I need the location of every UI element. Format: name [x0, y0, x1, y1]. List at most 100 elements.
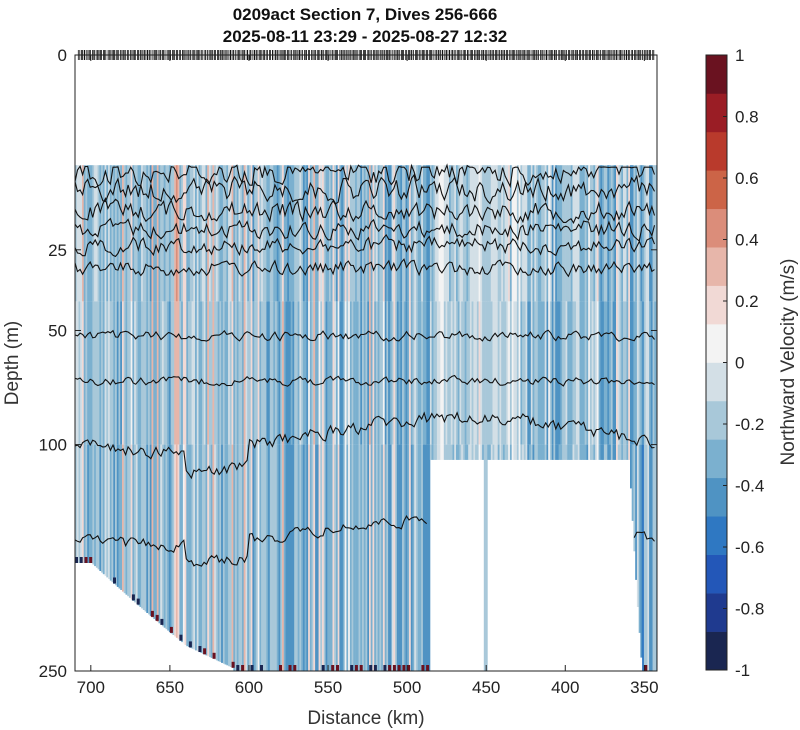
velocity-cell	[379, 444, 382, 671]
velocity-cell	[205, 165, 208, 302]
velocity-cell	[255, 165, 258, 302]
velocity-cell	[596, 444, 599, 460]
colorbar-tick-label: 0.2	[735, 292, 759, 311]
velocity-cell	[652, 301, 655, 445]
velocity-cell	[304, 301, 307, 445]
velocity-cell	[325, 165, 328, 302]
velocity-cell	[288, 665, 292, 671]
velocity-cell	[165, 165, 168, 302]
velocity-cell	[595, 165, 598, 302]
velocity-cell	[603, 301, 606, 445]
velocity-cell	[436, 301, 439, 445]
velocity-cell	[360, 165, 363, 302]
velocity-cell	[90, 444, 93, 563]
velocity-cell	[330, 301, 333, 445]
velocity-cell	[323, 165, 326, 302]
velocity-cell	[534, 165, 537, 302]
velocity-cell	[170, 444, 173, 634]
velocity-cell	[322, 301, 325, 445]
velocity-cell	[295, 301, 298, 445]
velocity-cell	[518, 301, 521, 445]
velocity-cell	[565, 165, 568, 302]
velocity-cell	[334, 444, 337, 671]
velocity-cell	[640, 444, 643, 658]
velocity-cell	[402, 444, 405, 671]
velocity-cell	[583, 301, 586, 445]
velocity-cell	[506, 165, 509, 302]
velocity-cell	[231, 301, 234, 445]
velocity-cell	[539, 301, 542, 445]
velocity-cell	[89, 557, 93, 563]
velocity-cell	[499, 165, 502, 302]
velocity-cell	[193, 444, 196, 650]
velocity-cell	[567, 165, 570, 302]
velocity-cell	[445, 444, 448, 460]
velocity-cell	[149, 444, 152, 616]
velocity-cell	[518, 444, 521, 460]
velocity-cell	[247, 301, 250, 445]
velocity-cell	[362, 444, 365, 671]
velocity-cell	[243, 165, 246, 302]
contour-line	[75, 233, 656, 258]
velocity-cell	[631, 444, 634, 521]
velocity-cell	[443, 165, 446, 302]
velocity-cell	[556, 165, 559, 302]
velocity-cell	[548, 444, 551, 460]
colorbar-band	[706, 477, 727, 517]
velocity-cell	[433, 444, 436, 460]
velocity-cell	[196, 165, 199, 302]
velocity-cell	[111, 165, 114, 302]
velocity-cell	[492, 301, 495, 445]
velocity-cell	[422, 301, 425, 445]
colorbar-band	[706, 400, 727, 440]
velocity-cell	[431, 301, 434, 445]
velocity-cell	[212, 165, 215, 302]
velocity-cell	[118, 301, 121, 445]
velocity-cell	[226, 444, 229, 666]
velocity-cell	[410, 301, 413, 445]
velocity-cell	[513, 444, 516, 460]
x-axis-label: Distance (km)	[307, 708, 424, 729]
velocity-cell	[250, 444, 253, 671]
velocity-cell	[125, 165, 128, 302]
velocity-cell	[92, 301, 95, 445]
velocity-cell	[449, 444, 452, 460]
velocity-cell	[435, 165, 438, 302]
velocity-cell	[240, 165, 243, 302]
velocity-cell	[271, 444, 274, 671]
velocity-cell	[522, 301, 525, 445]
velocity-cell	[614, 301, 617, 445]
velocity-cell	[496, 444, 499, 460]
x-tick-label: 650	[156, 678, 184, 697]
velocity-cell	[626, 165, 629, 302]
velocity-cell	[202, 301, 205, 445]
velocity-cell	[214, 444, 217, 660]
velocity-cell	[496, 301, 499, 445]
velocity-cell	[602, 301, 605, 445]
velocity-cell	[372, 165, 375, 302]
velocity-cell	[175, 301, 178, 445]
velocity-cell	[563, 165, 566, 302]
velocity-cell	[153, 165, 156, 302]
velocity-cell	[503, 165, 506, 302]
velocity-cell	[341, 444, 344, 671]
velocity-cell	[589, 301, 592, 445]
colorbar-label: Northward Velocity (m/s)	[778, 259, 799, 466]
velocity-cell	[628, 444, 631, 460]
velocity-cell	[78, 301, 81, 445]
velocity-cell	[623, 301, 626, 445]
velocity-cell	[407, 301, 410, 445]
velocity-cell	[389, 165, 392, 302]
velocity-cell	[158, 165, 161, 302]
velocity-cell	[476, 165, 479, 302]
velocity-cell	[116, 165, 119, 302]
velocity-cell	[309, 165, 312, 302]
velocity-cell	[276, 444, 279, 671]
velocity-cell	[279, 665, 282, 671]
velocity-cell	[299, 165, 302, 302]
velocity-cell	[306, 444, 309, 671]
velocity-cell	[508, 165, 511, 302]
velocity-cell	[82, 444, 85, 563]
velocity-cell	[221, 301, 224, 445]
velocity-cell	[647, 444, 650, 671]
